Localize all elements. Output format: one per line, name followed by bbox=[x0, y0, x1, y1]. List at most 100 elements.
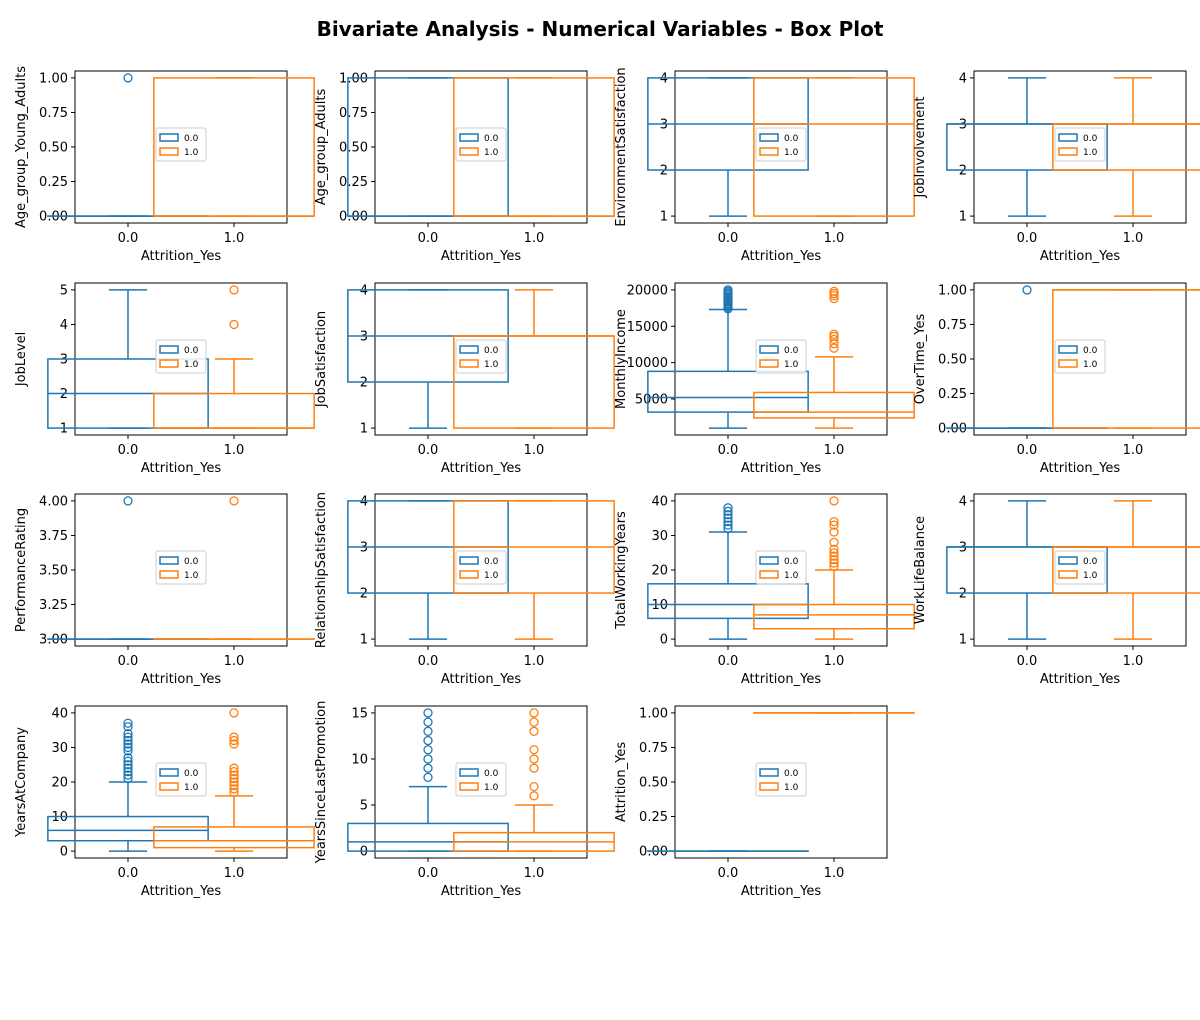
x-tick-label: 0.0 bbox=[418, 866, 439, 881]
outlier-point bbox=[829, 544, 839, 554]
x-tick-label: 1.0 bbox=[224, 443, 245, 458]
axes-frame bbox=[374, 282, 588, 436]
x-axis-label: Attrition_Yes bbox=[141, 249, 221, 264]
outlier-point bbox=[123, 496, 133, 506]
outlier-point bbox=[229, 784, 239, 794]
y-tick-label: 1.00 bbox=[938, 283, 967, 298]
y-tick-label: 2 bbox=[60, 387, 68, 402]
outlier-point bbox=[529, 726, 539, 736]
outlier-point bbox=[123, 756, 133, 766]
outlier-point bbox=[829, 551, 839, 561]
y-tick-label: 1 bbox=[360, 633, 368, 648]
outlier-point bbox=[829, 286, 839, 297]
legend-swatch-0-0 bbox=[759, 133, 779, 142]
legend: 0.01.0 bbox=[155, 762, 207, 797]
outlier-point bbox=[123, 742, 133, 753]
x-tick-label: 1.0 bbox=[524, 654, 545, 669]
legend-swatch-0-0 bbox=[759, 768, 779, 777]
legend: 0.01.0 bbox=[1054, 550, 1106, 585]
x-axis-label: Attrition_Yes bbox=[1040, 461, 1120, 476]
box-1-0 bbox=[453, 500, 615, 640]
subplot-15: 0.000.250.500.751.000.0 1.0Attrition_YesA… bbox=[614, 705, 915, 899]
outlier-point bbox=[123, 732, 133, 742]
box-1-0 bbox=[453, 77, 615, 217]
axes-frame bbox=[374, 493, 588, 647]
outlier-point bbox=[123, 722, 133, 732]
legend-swatch-1-0 bbox=[1058, 570, 1078, 579]
y-tick-label: 1.00 bbox=[339, 71, 368, 86]
outlier-point bbox=[229, 735, 239, 746]
y-tick-label: 15 bbox=[351, 706, 368, 721]
y-tick-label: 0.50 bbox=[938, 353, 967, 368]
y-axis-label: PerformanceRating bbox=[14, 508, 29, 632]
outlier-point bbox=[829, 554, 839, 565]
y-tick-label: 0 bbox=[360, 845, 368, 860]
box-1-0 bbox=[453, 289, 615, 429]
legend-label: 1.0 bbox=[484, 783, 499, 793]
y-tick-label: 2 bbox=[660, 164, 668, 179]
x-axis-label: Attrition_Yes bbox=[441, 672, 521, 687]
outlier-point bbox=[123, 753, 133, 763]
iqr-box bbox=[647, 583, 809, 620]
legend-label: 0.0 bbox=[484, 769, 499, 779]
y-tick-label: 0.75 bbox=[39, 106, 68, 121]
box-1-0 bbox=[753, 77, 915, 217]
y-axis-label: WorkLifeBalance bbox=[913, 516, 928, 624]
x-tick-label: 0.0 bbox=[118, 866, 139, 881]
outlier-point bbox=[123, 763, 133, 773]
figure-title: Bivariate Analysis - Numerical Variables… bbox=[317, 17, 884, 41]
outlier-point bbox=[423, 763, 433, 773]
legend-swatch-0-0 bbox=[459, 768, 479, 777]
legend-frame bbox=[1054, 127, 1106, 162]
x-tick-label: 1.0 bbox=[224, 231, 245, 246]
legend-frame bbox=[155, 762, 207, 797]
y-tick-label: 3 bbox=[959, 540, 967, 555]
box-1-0 bbox=[153, 77, 315, 217]
x-tick-label: 0.0 bbox=[418, 443, 439, 458]
outlier-point bbox=[123, 746, 133, 756]
outlier-point bbox=[123, 735, 133, 746]
outlier-point bbox=[123, 718, 133, 728]
legend: 0.01.0 bbox=[755, 762, 807, 797]
y-tick-label: 3 bbox=[660, 117, 668, 132]
x-tick-label: 0.0 bbox=[118, 654, 139, 669]
outlier-point bbox=[723, 516, 733, 527]
legend: 0.01.0 bbox=[1054, 127, 1106, 162]
x-tick-label: 1.0 bbox=[824, 443, 845, 458]
y-tick-label: 0.50 bbox=[639, 776, 668, 791]
outlier-point bbox=[529, 791, 539, 801]
x-axis-label: Attrition_Yes bbox=[741, 249, 821, 264]
legend-swatch-1-0 bbox=[759, 359, 779, 368]
outlier-point bbox=[123, 773, 133, 784]
y-tick-label: 5 bbox=[60, 283, 68, 298]
legend-swatch-1-0 bbox=[759, 570, 779, 579]
y-tick-label: 5000 bbox=[635, 393, 668, 408]
legend-swatch-1-0 bbox=[159, 147, 179, 156]
outlier-point bbox=[529, 754, 539, 764]
legend-frame bbox=[755, 550, 807, 585]
y-axis-label: OverTime_Yes bbox=[913, 313, 928, 404]
outlier-point bbox=[229, 739, 239, 749]
y-tick-label: 1 bbox=[660, 210, 668, 225]
legend-swatch-0-0 bbox=[159, 133, 179, 142]
outlier-point bbox=[1022, 285, 1032, 295]
y-axis-label: JobInvolvement bbox=[913, 96, 928, 198]
legend-label: 0.0 bbox=[1083, 557, 1098, 567]
y-tick-label: 10 bbox=[51, 810, 68, 825]
legend-label: 0.0 bbox=[784, 134, 799, 144]
y-axis-label: TotalWorkingYears bbox=[614, 511, 629, 630]
y-tick-label: 3 bbox=[360, 329, 368, 344]
y-tick-label: 0.50 bbox=[39, 141, 68, 156]
y-tick-label: 10 bbox=[351, 752, 368, 767]
axes-frame bbox=[374, 705, 588, 859]
outlier-point bbox=[829, 558, 839, 568]
iqr-box bbox=[153, 826, 315, 849]
y-tick-label: 1.00 bbox=[639, 706, 668, 721]
legend-frame bbox=[1054, 339, 1106, 374]
y-tick-label: 1 bbox=[959, 210, 967, 225]
y-tick-label: 1 bbox=[959, 633, 967, 648]
legend-label: 0.0 bbox=[784, 769, 799, 779]
y-tick-label: 15000 bbox=[627, 320, 668, 335]
x-tick-label: 1.0 bbox=[224, 866, 245, 881]
